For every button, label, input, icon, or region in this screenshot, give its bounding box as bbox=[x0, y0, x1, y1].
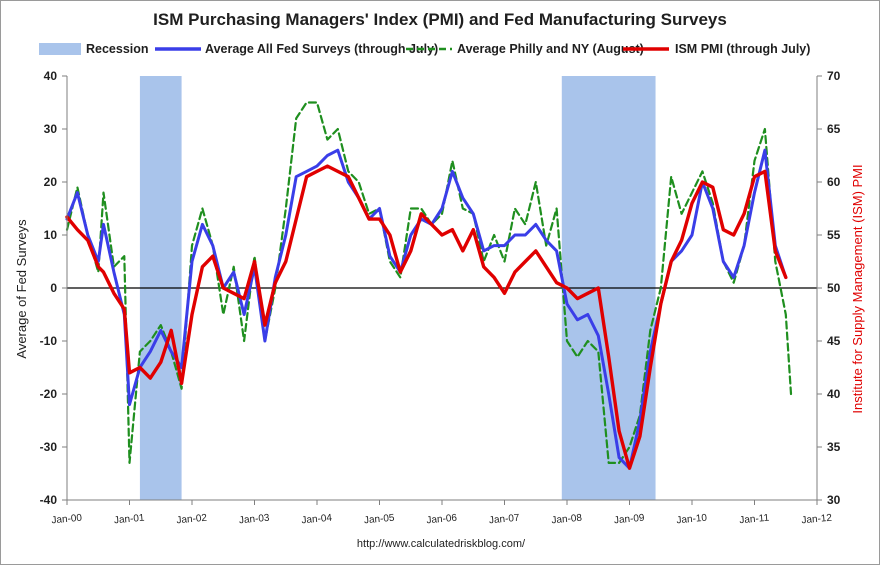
legend-label: Recession bbox=[86, 42, 149, 56]
x-tick-label: Jan-11 bbox=[739, 513, 770, 527]
x-tick-label: Jan-08 bbox=[551, 513, 583, 527]
x-tick-label: Jan-09 bbox=[614, 513, 646, 527]
y-right-tick-label: 35 bbox=[827, 440, 841, 454]
y-left-axis-label: Average of Fed Surveys bbox=[14, 219, 29, 359]
y-right-tick-label: 30 bbox=[827, 493, 841, 507]
y-right-tick-label: 65 bbox=[827, 122, 841, 136]
legend: Recession Average All Fed Surveys (throug… bbox=[39, 42, 810, 56]
y-right-tick-label: 60 bbox=[827, 175, 841, 189]
series-line-ism-pmi bbox=[65, 164, 788, 470]
series-line-philly-ny bbox=[65, 101, 793, 464]
y-left-tick-label: 40 bbox=[44, 69, 58, 83]
x-tick-label: Jan-05 bbox=[364, 513, 396, 527]
x-tick-label: Jan-00 bbox=[51, 513, 83, 527]
x-tick-label: Jan-07 bbox=[489, 513, 521, 527]
legend-label: Average Philly and NY (August) bbox=[457, 42, 644, 56]
y-right-tick-label: 45 bbox=[827, 334, 841, 348]
legend-label: Average All Fed Surveys (through July) bbox=[205, 42, 438, 56]
y-left-tick-label: 0 bbox=[50, 281, 57, 295]
source-url: http://www.calculatedriskblog.com/ bbox=[357, 538, 526, 550]
axes: -40 -30 -20 -10 0 10 20 30 40 30 35 40 45 50 55 60 65 70 J… bbox=[40, 69, 841, 526]
x-tick-label: Jan-12 bbox=[801, 513, 833, 527]
y-left-tick-label: 20 bbox=[44, 175, 58, 189]
series-layer bbox=[65, 101, 793, 470]
y-left-tick-label: -10 bbox=[40, 334, 58, 348]
x-tick-label: Jan-03 bbox=[239, 513, 271, 527]
x-tick-label: Jan-10 bbox=[676, 513, 708, 527]
y-right-tick-label: 50 bbox=[827, 281, 841, 295]
y-right-axis-label: Institute for Supply Management (ISM) PM… bbox=[850, 164, 865, 413]
y-left-tick-label: -40 bbox=[40, 493, 58, 507]
y-left-tick-label: -30 bbox=[40, 440, 58, 454]
legend-swatch-recession bbox=[39, 43, 81, 55]
x-tick-label: Jan-06 bbox=[426, 513, 458, 527]
y-right-tick-label: 70 bbox=[827, 69, 841, 83]
chart-title: ISM Purchasing Managers' Index (PMI) and… bbox=[153, 10, 727, 29]
x-tick-label: Jan-02 bbox=[176, 513, 208, 527]
x-tick-label: Jan-01 bbox=[114, 513, 146, 527]
y-right-tick-label: 55 bbox=[827, 228, 841, 242]
x-tick-label: Jan-04 bbox=[301, 513, 333, 527]
y-right-tick-label: 40 bbox=[827, 387, 841, 401]
y-left-tick-label: 10 bbox=[44, 228, 58, 242]
legend-label: ISM PMI (through July) bbox=[675, 42, 810, 56]
y-left-tick-label: -20 bbox=[40, 387, 58, 401]
y-left-tick-label: 30 bbox=[44, 122, 58, 136]
